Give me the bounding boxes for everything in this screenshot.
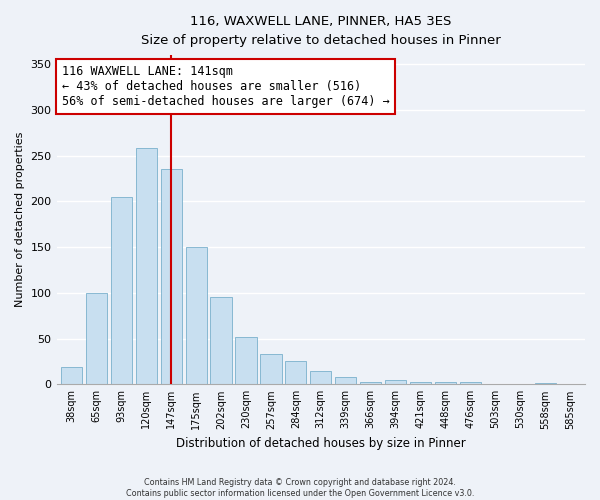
X-axis label: Distribution of detached houses by size in Pinner: Distribution of detached houses by size … (176, 437, 466, 450)
Bar (260, 354, 281, 384)
Bar (61, 367, 82, 384)
Bar (161, 168, 182, 384)
Bar (435, 382, 456, 384)
Text: Contains HM Land Registry data © Crown copyright and database right 2024.
Contai: Contains HM Land Registry data © Crown c… (126, 478, 474, 498)
Bar (136, 148, 157, 384)
Bar (86, 293, 107, 384)
Bar (285, 360, 307, 384)
Bar (410, 382, 431, 384)
Bar (310, 370, 331, 384)
Bar (185, 247, 207, 384)
Bar (111, 197, 132, 384)
Bar (360, 382, 381, 384)
Bar (335, 377, 356, 384)
Bar (460, 382, 481, 384)
Bar (235, 337, 257, 384)
Text: 116 WAXWELL LANE: 141sqm
← 43% of detached houses are smaller (516)
56% of semi-: 116 WAXWELL LANE: 141sqm ← 43% of detach… (62, 65, 389, 108)
Title: 116, WAXWELL LANE, PINNER, HA5 3ES
Size of property relative to detached houses : 116, WAXWELL LANE, PINNER, HA5 3ES Size … (141, 15, 500, 47)
Bar (385, 380, 406, 384)
Bar (211, 298, 232, 384)
Y-axis label: Number of detached properties: Number of detached properties (15, 132, 25, 308)
